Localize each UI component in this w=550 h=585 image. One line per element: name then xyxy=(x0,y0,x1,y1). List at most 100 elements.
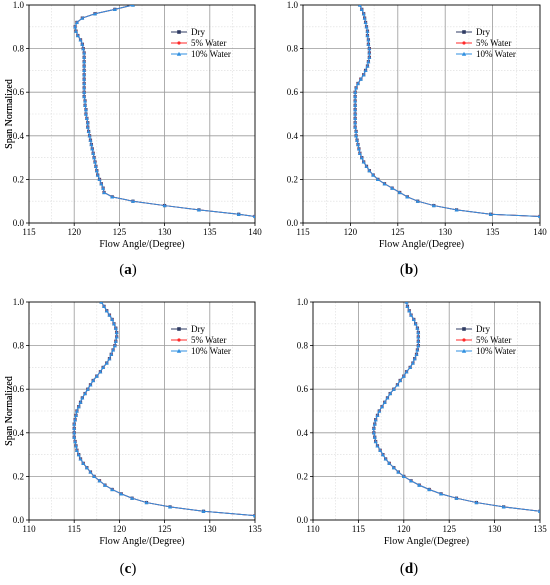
data-point xyxy=(78,400,83,404)
y-tick-label: 0.2 xyxy=(297,471,308,481)
data-point xyxy=(361,159,366,164)
series-5-water xyxy=(372,302,540,513)
chart-panel-1: 115 120 125 130 135 140 0.0 0.2 0.4 0.6 0.8 1.0 Flow… xyxy=(4,0,262,278)
legend-marker xyxy=(461,348,467,353)
data-point xyxy=(84,116,89,120)
legend-marker xyxy=(177,30,181,34)
panel-label-close: ) xyxy=(413,561,418,577)
data-point xyxy=(382,181,387,186)
data-point xyxy=(427,487,432,492)
legend-label: 5% Water xyxy=(191,38,226,48)
data-point xyxy=(75,33,80,38)
data-point xyxy=(411,317,416,322)
data-point xyxy=(415,347,420,352)
data-point xyxy=(76,452,81,457)
y-tick-label: 0.0 xyxy=(297,515,309,525)
data-point xyxy=(201,509,206,513)
data-point xyxy=(82,64,87,68)
x-tick-label: 120 xyxy=(113,524,127,534)
data-point xyxy=(119,491,124,496)
data-point xyxy=(538,509,540,513)
data-point xyxy=(365,64,370,68)
data-point xyxy=(388,391,393,396)
data-point xyxy=(364,24,369,29)
data-point xyxy=(353,98,358,103)
data-point xyxy=(93,164,98,168)
series-dry xyxy=(353,5,540,219)
data-point xyxy=(353,107,358,112)
data-point xyxy=(409,478,414,483)
plot-frame xyxy=(28,4,256,224)
y-tick-label: 0.4 xyxy=(297,428,309,438)
panel-label-letter: c xyxy=(125,561,132,577)
data-point xyxy=(373,439,378,444)
x-tick-label: 135 xyxy=(533,524,547,534)
x-tick-label: 125 xyxy=(442,524,456,534)
data-point xyxy=(415,199,420,203)
data-point xyxy=(372,435,377,439)
data-point xyxy=(85,120,90,125)
data-point xyxy=(110,194,115,199)
y-tick-label: 0.4 xyxy=(13,131,25,141)
data-point xyxy=(367,55,372,59)
plot-frame xyxy=(312,301,541,521)
x-tick-label: 140 xyxy=(533,227,547,237)
data-point xyxy=(102,190,107,195)
data-point xyxy=(81,461,86,465)
data-point xyxy=(74,29,79,33)
series-line xyxy=(354,5,540,217)
legend-marker xyxy=(462,41,466,45)
data-point xyxy=(113,326,118,330)
data-point xyxy=(102,304,107,308)
legend-marker xyxy=(462,327,466,331)
data-point xyxy=(74,443,79,448)
legend-marker xyxy=(176,51,182,56)
x-tick-label: 115 xyxy=(68,524,82,534)
data-point xyxy=(91,378,96,383)
data-point xyxy=(98,369,103,374)
x-axis-title: Flow Angle/(Degree) xyxy=(384,536,469,547)
data-point xyxy=(73,417,78,422)
legend-marker xyxy=(177,338,181,342)
x-tick-label: 130 xyxy=(158,227,172,237)
data-point xyxy=(82,81,87,86)
data-point xyxy=(92,474,97,478)
data-point xyxy=(378,448,383,452)
data-point xyxy=(85,125,90,129)
series-line xyxy=(373,302,540,512)
data-point xyxy=(82,94,87,99)
y-tick-label: 1.0 xyxy=(287,0,299,10)
data-point xyxy=(73,24,78,29)
series-10-water xyxy=(371,302,540,513)
data-point xyxy=(107,356,112,361)
data-point xyxy=(74,409,79,413)
data-point xyxy=(412,356,417,361)
y-tick-label: 0.4 xyxy=(13,428,25,438)
y-tick-label: 0.0 xyxy=(287,218,299,228)
data-point xyxy=(538,214,540,219)
data-point xyxy=(94,168,99,173)
data-point xyxy=(253,513,255,518)
data-point xyxy=(102,483,107,487)
data-point xyxy=(401,474,406,478)
legend-label: 10% Water xyxy=(476,346,516,356)
data-point xyxy=(415,326,420,330)
data-point xyxy=(355,142,360,147)
data-point xyxy=(416,339,421,343)
data-point xyxy=(78,456,83,461)
data-point xyxy=(382,400,387,404)
chart-panel-4: 110 115 120 125 130 135 0.0 0.2 0.4 0.6 0.8 1.0 Flow… xyxy=(4,297,547,577)
x-tick-label: 125 xyxy=(391,227,405,237)
data-point xyxy=(354,85,359,90)
data-point xyxy=(83,103,88,107)
data-point xyxy=(501,504,506,509)
data-point xyxy=(359,7,364,11)
y-tick-label: 0.2 xyxy=(287,174,298,184)
series-5-water xyxy=(73,5,255,218)
data-point xyxy=(355,81,360,86)
y-tick-label: 0.6 xyxy=(287,87,299,97)
data-point xyxy=(82,55,87,59)
x-tick-label: 120 xyxy=(344,227,358,237)
legend-marker xyxy=(177,327,181,331)
data-point xyxy=(168,504,173,509)
